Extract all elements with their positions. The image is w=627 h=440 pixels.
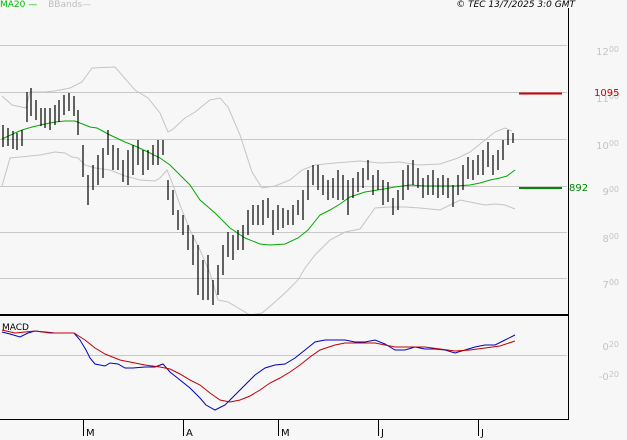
x-label-march: M bbox=[86, 428, 95, 439]
copyright: © TEC 13/7/2025 3:0 GMT bbox=[456, 0, 575, 10]
legend-ma20: MA20 bbox=[0, 0, 26, 10]
macd-tick-pos: 020 bbox=[602, 340, 619, 353]
macd-line bbox=[1, 330, 516, 411]
price-gridlines bbox=[0, 45, 567, 279]
bbands bbox=[1, 66, 516, 316]
legend-bbands: BBands— bbox=[48, 0, 92, 10]
legend-bbands-label: BBands bbox=[48, 0, 83, 10]
price-bars bbox=[2, 88, 514, 305]
legend-ma20-swatch: — bbox=[25, 0, 38, 10]
ma20-line bbox=[1, 120, 516, 246]
support-label: 892 bbox=[569, 183, 589, 194]
legend: MA20 — BBands— bbox=[0, 0, 91, 12]
x-label-may: M bbox=[281, 428, 290, 439]
x-label-july: J bbox=[481, 428, 484, 439]
signal-line bbox=[1, 329, 516, 403]
y-tick-900: 900 bbox=[602, 185, 619, 198]
resistance-label: 1095 bbox=[594, 88, 620, 99]
x-ticks bbox=[83, 420, 479, 436]
x-label-april: A bbox=[186, 428, 193, 439]
y-tick-1100: 1100 bbox=[596, 92, 619, 105]
macd-tick-neg: -020 bbox=[598, 370, 619, 383]
x-label-june: J bbox=[381, 428, 384, 439]
y-tick-1200: 1200 bbox=[596, 45, 619, 58]
y-tick-700: 700 bbox=[602, 278, 619, 291]
y-tick-800: 800 bbox=[602, 232, 619, 245]
macd-label: MACD bbox=[2, 323, 29, 333]
y-tick-1000: 1000 bbox=[596, 139, 619, 152]
